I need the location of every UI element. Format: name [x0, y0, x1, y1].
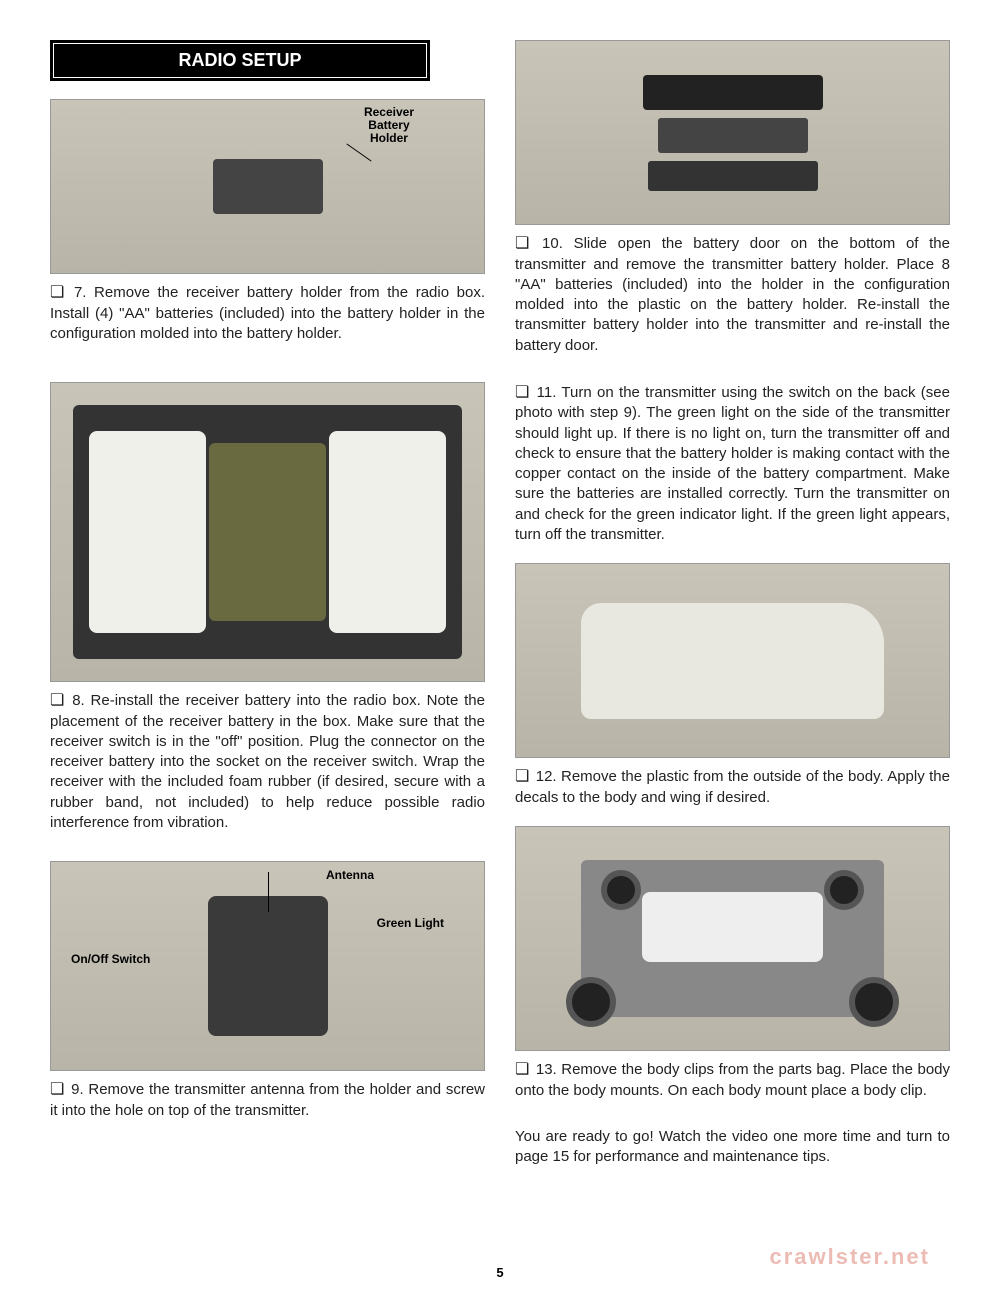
step-8-text: ❏ 8. Re-install the receiver battery int…	[50, 690, 485, 833]
step-7-text: ❏ 7. Remove the receiver battery holder …	[50, 282, 485, 344]
photo-step-13	[515, 826, 950, 1051]
step-body: 10. Slide open the battery door on the b…	[515, 235, 950, 354]
checkbox-icon: ❏	[515, 233, 529, 255]
photo-step-12	[515, 563, 950, 758]
closing-text: You are ready to go! Watch the video one…	[515, 1127, 950, 1168]
checkbox-icon: ❏	[50, 282, 64, 304]
label-antenna: Antenna	[326, 868, 374, 882]
label-green-light: Green Light	[377, 916, 444, 930]
photo-step-10	[515, 40, 950, 225]
checkbox-icon: ❏	[50, 1079, 64, 1101]
checkbox-icon: ❏	[50, 690, 64, 712]
step-9-text: ❏ 9. Remove the transmitter antenna from…	[50, 1079, 485, 1121]
page-number: 5	[496, 1265, 503, 1280]
right-column: ❏ 10. Slide open the battery door on the…	[515, 40, 950, 1264]
step-12-text: ❏ 12. Remove the plastic from the outsid…	[515, 766, 950, 808]
step-body: 7. Remove the receiver battery holder fr…	[50, 284, 485, 342]
step-13-text: ❏ 13. Remove the body clips from the par…	[515, 1059, 950, 1101]
label-line: Holder	[364, 132, 414, 145]
page-container: RADIO SETUP Receiver Battery Holder ❏ 7.…	[50, 40, 950, 1264]
step-body: 11. Turn on the transmitter using the sw…	[515, 384, 950, 543]
checkbox-icon: ❏	[515, 1059, 529, 1081]
checkbox-icon: ❏	[515, 766, 529, 788]
step-body: 13. Remove the body clips from the parts…	[515, 1061, 950, 1099]
section-header: RADIO SETUP	[50, 40, 430, 81]
step-body: 9. Remove the transmitter antenna from t…	[50, 1081, 485, 1119]
step-11-text: ❏ 11. Turn on the transmitter using the …	[515, 382, 950, 545]
step-10-text: ❏ 10. Slide open the battery door on the…	[515, 233, 950, 356]
photo-step-8	[50, 382, 485, 682]
left-column: RADIO SETUP Receiver Battery Holder ❏ 7.…	[50, 40, 485, 1264]
photo-step-7: Receiver Battery Holder	[50, 99, 485, 274]
photo-step-9: Antenna Green Light On/Off Switch	[50, 861, 485, 1071]
label-onoff: On/Off Switch	[71, 952, 150, 966]
step-body: 8. Re-install the receiver battery into …	[50, 692, 485, 831]
label-receiver: Receiver Battery Holder	[364, 106, 414, 146]
step-body: 12. Remove the plastic from the outside …	[515, 768, 950, 806]
checkbox-icon: ❏	[515, 382, 529, 404]
